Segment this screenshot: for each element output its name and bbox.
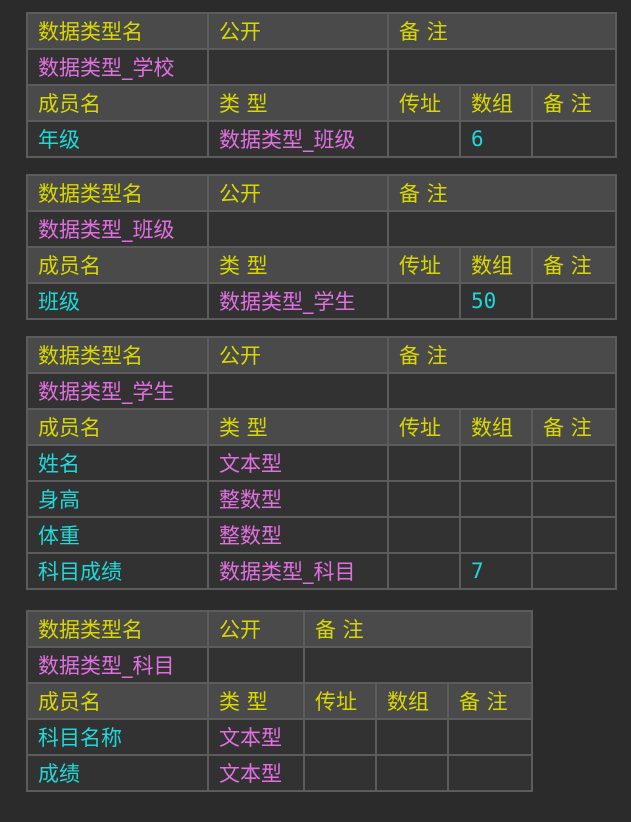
header-type: 类 型	[207, 84, 389, 122]
member-remark-cell[interactable]	[531, 552, 617, 590]
data-type-table: 数据类型名 公开备 注数据类型_学校 成员名类 型传址 数组备 注年级 数据类型_班级 6	[26, 12, 617, 158]
remark-cell[interactable]	[303, 646, 533, 684]
member-name-cell[interactable]: 班级	[26, 282, 209, 320]
member-name-cell[interactable]: 年级	[26, 120, 209, 158]
member-type-cell[interactable]: 整数型	[207, 516, 389, 554]
public-cell[interactable]	[207, 210, 389, 248]
member-row: 年级 数据类型_班级 6	[26, 120, 617, 158]
member-name-cell[interactable]: 科目成绩	[26, 552, 209, 590]
type-name-cell[interactable]: 数据类型_班级	[26, 210, 209, 248]
header-member-name: 成员名	[26, 682, 209, 720]
header-type-name: 数据类型名	[26, 336, 209, 374]
header-remark: 备 注	[303, 610, 533, 648]
by-ref-cell[interactable]	[387, 552, 461, 590]
header-remark: 备 注	[387, 174, 617, 212]
array-cell[interactable]: 7	[459, 552, 533, 590]
header-type-name: 数据类型名	[26, 12, 209, 50]
header-public: 公开	[207, 610, 305, 648]
array-cell[interactable]	[375, 718, 449, 756]
header-array: 数组	[459, 408, 533, 446]
by-ref-cell[interactable]	[303, 754, 377, 792]
member-type-cell[interactable]: 文本型	[207, 754, 305, 792]
header-by-ref: 传址	[387, 408, 461, 446]
data-type-table: 数据类型名 公开备 注数据类型_科目 成员名类 型传址 数组备 注科目名称 文本型 成绩文…	[26, 610, 533, 792]
header-member-name: 成员名	[26, 408, 209, 446]
array-cell[interactable]	[459, 516, 533, 554]
type-name-cell[interactable]: 数据类型_学生	[26, 372, 209, 410]
header-type-name: 数据类型名	[26, 174, 209, 212]
array-cell[interactable]: 6	[459, 120, 533, 158]
data-type-table: 数据类型名 公开备 注数据类型_班级 成员名类 型传址 数组备 注班级 数据类型_学生 5…	[26, 174, 617, 320]
data-type-table: 数据类型名 公开备 注数据类型_学生 成员名类 型传址 数组备 注姓名 文本型 身高 整数型…	[26, 336, 617, 590]
member-name-cell[interactable]: 姓名	[26, 444, 209, 482]
header-array: 数组	[459, 246, 533, 284]
header-type: 类 型	[207, 246, 389, 284]
member-row: 科目成绩 数据类型_科目 7	[26, 552, 617, 590]
by-ref-cell[interactable]	[387, 282, 461, 320]
by-ref-cell[interactable]	[387, 120, 461, 158]
member-name-cell[interactable]: 科目名称	[26, 718, 209, 756]
member-type-cell[interactable]: 文本型	[207, 718, 305, 756]
public-cell[interactable]	[207, 372, 389, 410]
remark-cell[interactable]	[387, 210, 617, 248]
type-name-cell[interactable]: 数据类型_学校	[26, 48, 209, 86]
by-ref-cell[interactable]	[387, 444, 461, 482]
member-remark-cell[interactable]	[447, 754, 533, 792]
member-remark-cell[interactable]	[447, 718, 533, 756]
member-type-cell[interactable]: 数据类型_班级	[207, 120, 389, 158]
member-row: 体重 整数型	[26, 516, 617, 554]
public-cell[interactable]	[207, 48, 389, 86]
remark-cell[interactable]	[387, 48, 617, 86]
member-name-cell[interactable]: 身高	[26, 480, 209, 518]
member-type-cell[interactable]: 文本型	[207, 444, 389, 482]
by-ref-cell[interactable]	[387, 480, 461, 518]
by-ref-cell[interactable]	[303, 718, 377, 756]
header-type-name: 数据类型名	[26, 610, 209, 648]
member-type-cell[interactable]: 数据类型_学生	[207, 282, 389, 320]
member-name-cell[interactable]: 体重	[26, 516, 209, 554]
member-type-cell[interactable]: 数据类型_科目	[207, 552, 389, 590]
member-remark-cell[interactable]	[531, 480, 617, 518]
array-cell[interactable]	[459, 480, 533, 518]
header-type: 类 型	[207, 408, 389, 446]
type-name-cell[interactable]: 数据类型_科目	[26, 646, 209, 684]
member-row: 科目名称 文本型	[26, 718, 533, 756]
array-cell[interactable]: 50	[459, 282, 533, 320]
header-remark: 备 注	[387, 12, 617, 50]
array-cell[interactable]	[459, 444, 533, 482]
header-remark: 备 注	[387, 336, 617, 374]
header-public: 公开	[207, 12, 389, 50]
header-array: 数组	[459, 84, 533, 122]
header-member-remark: 备 注	[447, 682, 533, 720]
header-array: 数组	[375, 682, 449, 720]
member-row: 班级 数据类型_学生 50	[26, 282, 617, 320]
header-member-name: 成员名	[26, 84, 209, 122]
member-row: 成绩 文本型	[26, 754, 533, 792]
member-type-cell[interactable]: 整数型	[207, 480, 389, 518]
member-remark-cell[interactable]	[531, 444, 617, 482]
member-remark-cell[interactable]	[531, 120, 617, 158]
header-member-name: 成员名	[26, 246, 209, 284]
header-member-remark: 备 注	[531, 84, 617, 122]
by-ref-cell[interactable]	[387, 516, 461, 554]
header-by-ref: 传址	[387, 84, 461, 122]
member-row: 身高 整数型	[26, 480, 617, 518]
header-type: 类 型	[207, 682, 305, 720]
header-public: 公开	[207, 336, 389, 374]
header-public: 公开	[207, 174, 389, 212]
header-member-remark: 备 注	[531, 408, 617, 446]
member-row: 姓名 文本型	[26, 444, 617, 482]
member-remark-cell[interactable]	[531, 516, 617, 554]
array-cell[interactable]	[375, 754, 449, 792]
remark-cell[interactable]	[387, 372, 617, 410]
public-cell[interactable]	[207, 646, 305, 684]
header-member-remark: 备 注	[531, 246, 617, 284]
header-by-ref: 传址	[303, 682, 377, 720]
member-name-cell[interactable]: 成绩	[26, 754, 209, 792]
header-by-ref: 传址	[387, 246, 461, 284]
member-remark-cell[interactable]	[531, 282, 617, 320]
